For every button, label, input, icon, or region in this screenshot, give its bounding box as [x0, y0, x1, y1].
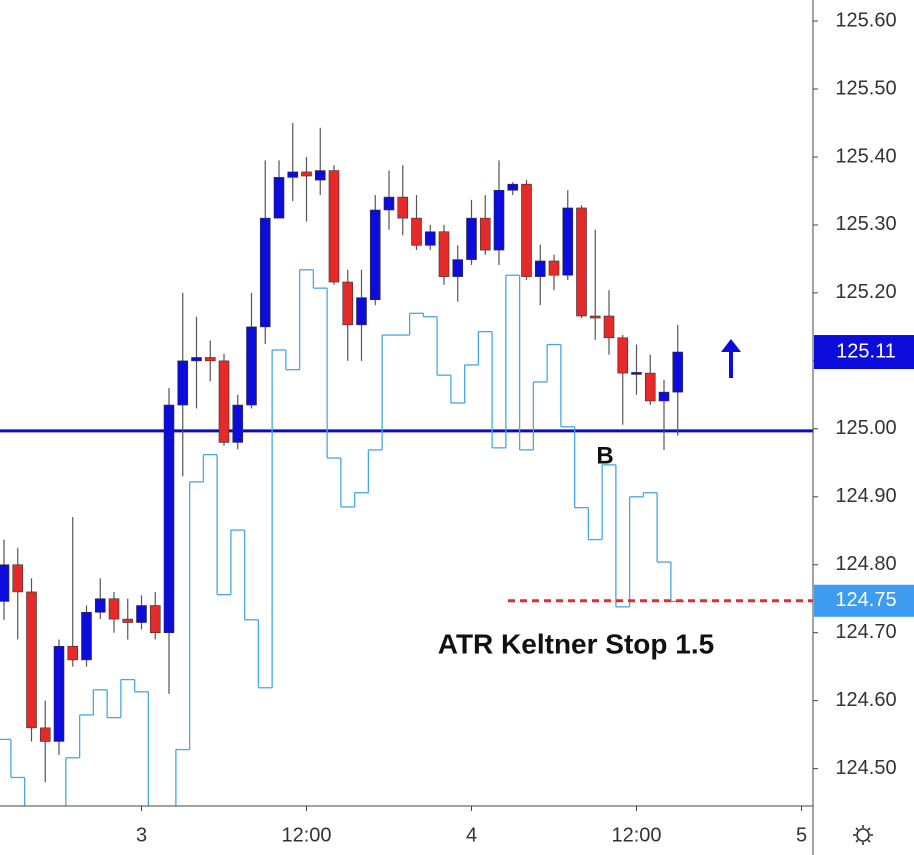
candle-body	[81, 612, 92, 661]
candle-body	[603, 315, 615, 339]
candle-body	[273, 177, 285, 219]
y-tick-label: 124.70	[835, 621, 896, 643]
plot-area	[0, 123, 813, 806]
candle-body	[53, 645, 65, 742]
candle-body	[12, 564, 24, 593]
candle-body	[411, 217, 422, 246]
candle-body	[466, 217, 477, 260]
candle-body	[136, 605, 147, 623]
y-tick-label: 125.00	[835, 417, 896, 439]
y-tick-label: 125.30	[835, 213, 896, 235]
candle-body	[314, 170, 326, 181]
candle-body	[301, 171, 312, 177]
candle-body	[122, 618, 134, 623]
candle-body	[534, 260, 546, 277]
candle-body	[521, 183, 532, 277]
x-tick-label: 12:00	[281, 824, 331, 846]
candle-body	[342, 281, 354, 326]
candle-body	[383, 196, 395, 211]
x-tick-label: 5	[796, 824, 807, 846]
candle-body	[438, 231, 450, 277]
candle-body	[39, 727, 51, 742]
y-tick-label: 125.50	[835, 77, 896, 99]
candle-body	[287, 171, 299, 178]
candle-body	[163, 404, 175, 634]
candle-body	[424, 231, 436, 246]
candle-body	[631, 372, 642, 375]
candle-body	[149, 605, 161, 634]
y-tick-label: 124.80	[835, 553, 896, 575]
candle-body	[589, 315, 601, 319]
y-tick-label: 125.20	[835, 281, 896, 303]
x-tick-label: 12:00	[611, 824, 661, 846]
candle-body	[617, 337, 629, 374]
y-tick-label: 125.40	[835, 145, 896, 167]
candle-body	[26, 591, 37, 729]
candle-body	[562, 207, 574, 276]
stop-price-box	[814, 584, 914, 617]
y-tick-label: 124.50	[835, 757, 896, 779]
candle-body	[493, 189, 505, 251]
y-tick-label: 124.60	[835, 689, 896, 711]
last-price-box	[814, 335, 914, 370]
candle-body	[507, 183, 519, 191]
up-arrow	[721, 339, 741, 378]
settings-icon[interactable]	[853, 825, 873, 845]
candle-body	[94, 598, 106, 613]
candle-body	[452, 259, 464, 277]
candle-body	[108, 598, 120, 620]
stop-price-label: 124.75	[835, 589, 896, 611]
candle-body	[177, 360, 189, 406]
candle-body	[259, 217, 271, 328]
candle-body	[0, 564, 10, 602]
candle-body	[356, 297, 367, 326]
candle-body	[548, 260, 560, 276]
annotation: ATR Keltner Stop 1.5	[438, 628, 714, 659]
annotation: B	[596, 442, 613, 469]
candle-body	[658, 391, 670, 402]
candle-body	[67, 645, 79, 661]
candle-body	[397, 196, 409, 219]
candle-body	[204, 357, 216, 362]
candle-body	[672, 351, 684, 393]
x-tick-label: 4	[466, 824, 477, 846]
y-tick-label: 125.60	[835, 9, 896, 31]
candle-body	[191, 357, 202, 362]
last-price-label: 125.11	[836, 340, 896, 362]
candle-body	[576, 207, 587, 317]
candle-body	[232, 404, 244, 443]
candle-body	[218, 360, 230, 443]
candle-body	[369, 209, 381, 301]
y-tick-label: 124.90	[835, 485, 896, 507]
candle-body	[479, 217, 491, 251]
candle-body	[328, 170, 340, 283]
candle-body	[246, 326, 257, 406]
candle-body	[644, 372, 656, 402]
x-tick-label: 3	[136, 824, 147, 846]
